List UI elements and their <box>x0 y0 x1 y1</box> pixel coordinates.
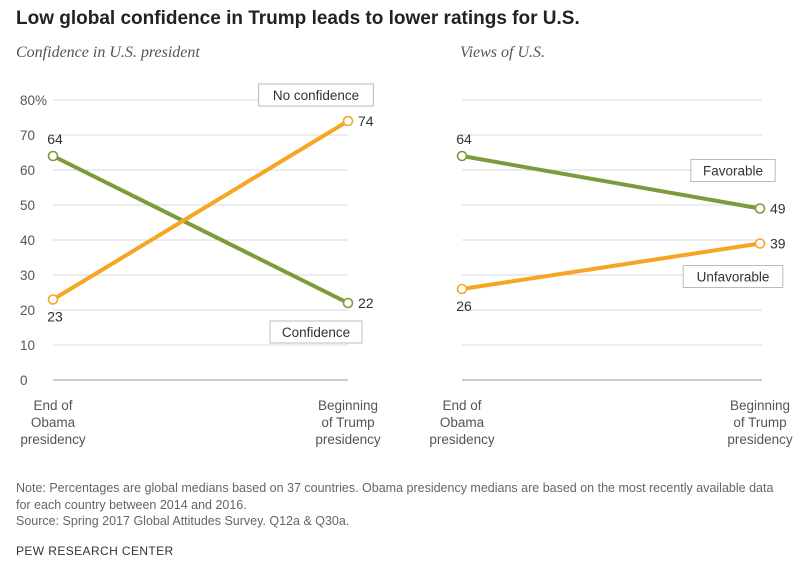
chart-note: Note: Percentages are global medians bas… <box>16 481 774 512</box>
data-point-marker <box>47 150 59 162</box>
x-category-label: of Trump <box>321 415 374 430</box>
series-line-no-confidence <box>51 119 350 302</box>
data-point-marker <box>754 203 766 214</box>
data-value-label: 49 <box>770 201 786 217</box>
y-tick-label: 20 <box>20 303 35 318</box>
data-point-marker <box>342 115 354 127</box>
series-callout-favorable: Favorable <box>690 159 776 182</box>
x-category-label: presidency <box>429 432 495 447</box>
x-category-label: of Trump <box>733 415 786 430</box>
series-callout-confidence: Confidence <box>269 320 363 344</box>
x-category-label: End of <box>442 398 481 413</box>
y-tick-label: 40 <box>20 233 35 248</box>
y-tick-label: 30 <box>20 268 35 283</box>
y-tick-label: 80% <box>20 93 47 108</box>
data-point-marker <box>47 294 59 305</box>
chart-source: Source: Spring 2017 Global Attitudes Sur… <box>16 514 350 528</box>
callout-box <box>269 320 363 344</box>
series-callout-no-confidence: No confidence <box>258 83 374 107</box>
data-value-label: 64 <box>456 131 472 147</box>
callout-box <box>682 265 784 288</box>
callout-label: No confidence <box>273 88 359 103</box>
chart-canvas: 0 10 20 30 40 50 60 70 80% End of Obama presidency B… <box>20 83 793 447</box>
x-category-label: Obama <box>440 415 485 430</box>
y-tick-label: 60 <box>20 163 35 178</box>
data-point-marker <box>754 238 766 249</box>
data-point-marker <box>342 297 354 309</box>
series-callout-unfavorable: Unfavorable <box>682 265 784 288</box>
chart-title: Low global confidence in Trump leads to … <box>16 8 580 29</box>
x-category-label: End of <box>33 398 72 413</box>
data-value-label: 23 <box>47 309 63 325</box>
y-tick-label: 70 <box>20 128 35 143</box>
callout-label: Unfavorable <box>697 270 770 285</box>
data-value-label: 22 <box>358 295 374 311</box>
data-value-label: 64 <box>47 131 63 147</box>
organization-label: PEW RESEARCH CENTER <box>16 544 174 558</box>
x-category-label: presidency <box>315 432 381 447</box>
callout-box <box>258 83 374 107</box>
series-line-favorable <box>460 154 762 211</box>
y-tick-label: 0 <box>20 373 28 388</box>
data-value-label: 39 <box>770 236 786 252</box>
y-tick-label: 10 <box>20 338 35 353</box>
x-category-label: presidency <box>20 432 86 447</box>
x-category-label: presidency <box>727 432 793 447</box>
data-point-marker <box>456 283 468 295</box>
callout-label: Confidence <box>282 325 350 340</box>
left-panel-title: Confidence in U.S. president <box>16 44 200 61</box>
x-category-label: Beginning <box>730 398 790 413</box>
right-panel-title: Views of U.S. <box>460 44 546 61</box>
series-line-unfavorable <box>460 241 762 291</box>
data-value-label: 74 <box>358 113 374 129</box>
y-tick-label: 50 <box>20 198 35 213</box>
callout-label: Favorable <box>703 164 763 179</box>
data-point-marker <box>456 150 468 162</box>
series-line-confidence <box>51 154 350 305</box>
data-value-label: 26 <box>456 298 472 314</box>
x-category-label: Obama <box>31 415 76 430</box>
callout-box <box>690 159 776 182</box>
x-category-label: Beginning <box>318 398 378 413</box>
